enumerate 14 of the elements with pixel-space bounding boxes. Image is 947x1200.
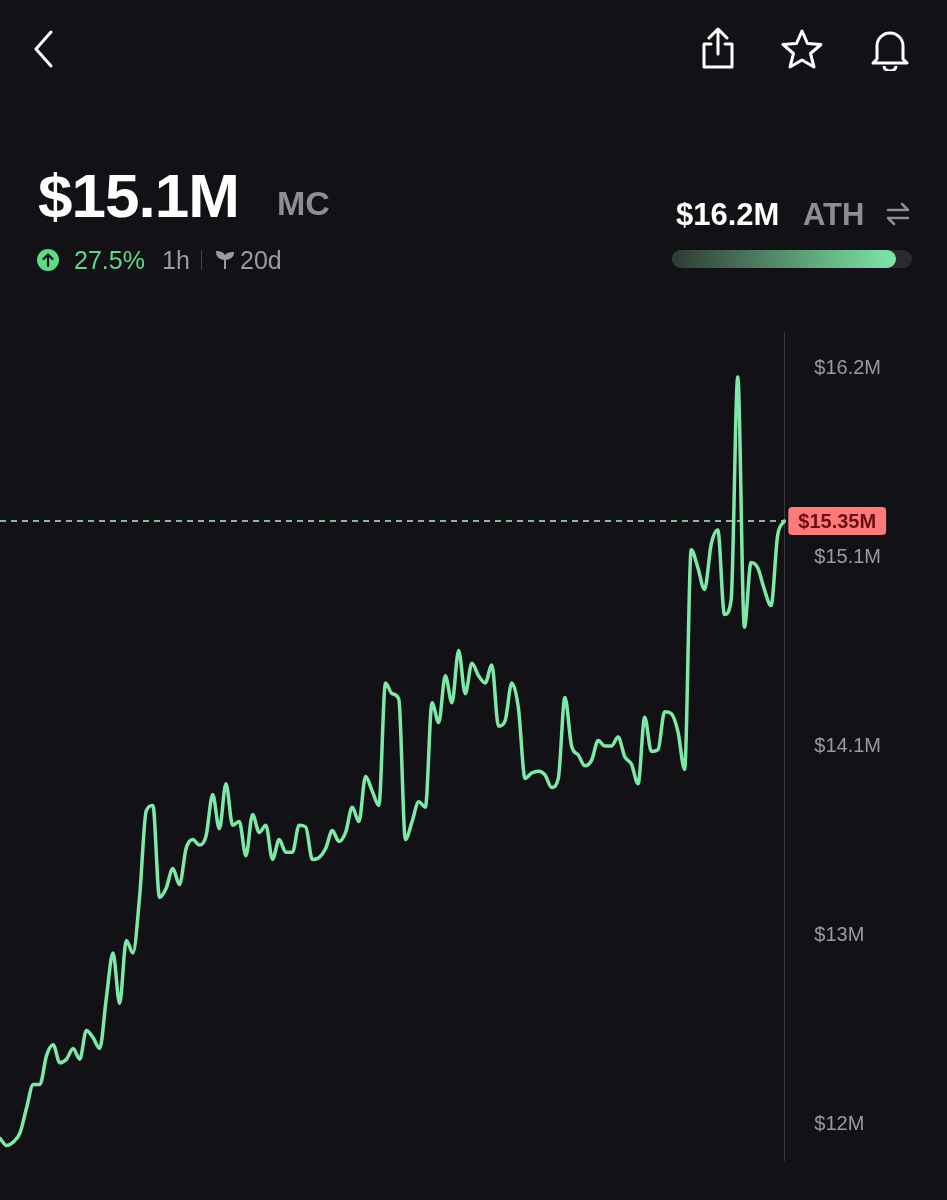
text: $16.2M xyxy=(676,197,780,233)
y-tick-label: $16.2M xyxy=(814,355,882,378)
y-tick-label: $13M xyxy=(814,922,865,945)
y-tick-label: $14.1M xyxy=(814,733,882,756)
text: ATH xyxy=(803,197,865,233)
text: 1h xyxy=(162,246,190,275)
chart-title: $15.1M xyxy=(38,160,239,231)
text: 27.5% xyxy=(74,246,145,275)
y-tick-label: $15.1M xyxy=(814,544,882,567)
text: 20d xyxy=(240,246,282,275)
y-tick-label: $12M xyxy=(814,1111,865,1134)
ref-line-label: $15.35M xyxy=(798,509,877,532)
chart-subtitle: MC xyxy=(277,184,330,223)
line-series xyxy=(0,375,787,1148)
